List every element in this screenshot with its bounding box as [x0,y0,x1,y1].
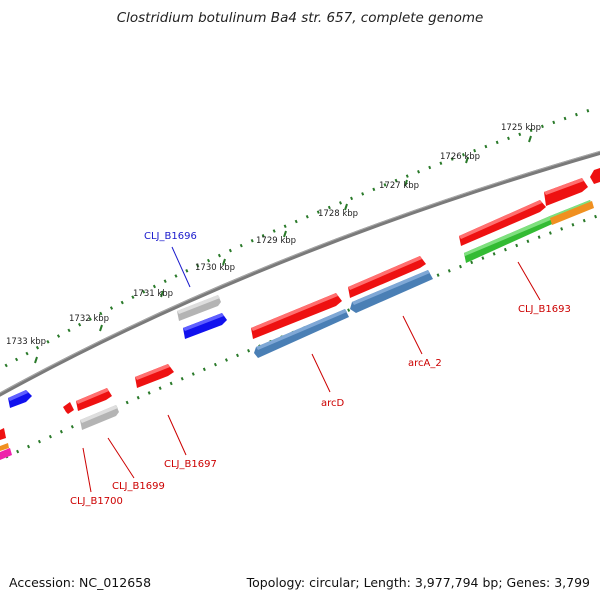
gene-label-CLJ_B1693[interactable]: CLJ_B1693 [518,304,571,315]
leader-arcA-2 [402,315,423,355]
genes-outer-strand [8,168,600,408]
gene-feature-blue-1[interactable] [183,313,227,339]
gene-label-CLJ_B1700[interactable]: CLJ_B1700 [70,496,123,507]
leader-CLJ_B1700 [82,447,92,493]
tick-label-1733: 1733 kbp [6,337,46,347]
gene-feature-arcA-2[interactable] [350,270,433,313]
tick-label-1731: 1731 kbp [133,289,173,299]
gene-feature-blue-1-top [183,313,224,331]
gene-label-arcA-2[interactable]: arcA_2 [408,358,442,369]
genes-inner-strand [0,200,594,460]
gene-label-CLJ_B1699[interactable]: CLJ_B1699 [112,481,165,492]
tick-label-1729: 1729 kbp [256,236,296,246]
leader-arcD [311,353,331,393]
gene-feature-red-4-top [251,293,338,331]
gene-feature-CLJ_B1699-red-top [76,388,109,404]
tick-label-1725: 1725 kbp [501,123,541,133]
gene-feature-left-red[interactable] [0,428,6,440]
gene-feature-blue-2[interactable] [8,390,32,408]
gene-feature-arcA-2-top [352,270,430,305]
gene-feature-CLJ_B1697-top [135,364,170,380]
map-title: Clostridium botulinum Ba4 str. 657, comp… [117,10,484,26]
label-leaders [82,246,541,493]
gene-feature-red-1-top [544,178,584,195]
gene-feature-arcD-top [256,309,347,350]
leader-CLJ_B1696 [171,246,191,288]
tick-label-1732: 1732 kbp [69,314,109,324]
gene-labels: CLJ_B1696 CLJ_B1693 arcA_2 arcD CLJ_B169… [70,231,571,507]
gene-label-CLJ_B1696[interactable]: CLJ_B1696 [144,231,197,242]
gene-feature-red-4[interactable] [251,293,342,339]
gene-feature-left-magenta[interactable] [0,448,12,460]
gene-feature-red-3[interactable] [348,256,426,298]
gene-feature-CLJ_B1697[interactable] [135,364,174,388]
topology-text: Topology: circular; Length: 3,977,794 bp… [246,575,590,590]
genome-backbone-highlight [0,150,600,394]
gene-feature-red-3-top [348,256,422,290]
gene-feature-CLJ_B1699-red[interactable] [76,388,112,411]
gene-feature-gray-1696-top [177,295,220,314]
leader-CLJ_B1697 [167,414,187,456]
gene-feature-CLJ_B1700[interactable] [63,402,74,414]
tick-label-1730: 1730 kbp [195,263,235,273]
leader-CLJ_B1693 [517,261,541,301]
gene-feature-left-orange[interactable] [0,443,9,451]
gene-feature-green-top [464,200,591,256]
gene-label-CLJ_B1697[interactable]: CLJ_B1697 [164,459,217,470]
gene-feature-red-2-top [459,200,542,239]
tick-label-1726: 1726 kbp [440,152,480,162]
gene-feature-red-edge[interactable] [590,168,600,184]
tick-label-1727: 1727 kbp [379,181,419,191]
leader-CLJ_B1699 [107,437,135,479]
tick-label-1728: 1728 kbp [318,209,358,219]
gene-label-arcD[interactable]: arcD [321,398,345,409]
gene-feature-red-2[interactable] [459,200,546,246]
major-ticks [34,135,532,364]
accession-text: Accession: NC_012658 [9,575,151,590]
genome-backbone [0,150,600,397]
tick-labels: 1725 kbp 1726 kbp 1727 kbp 1728 kbp 1729… [6,123,541,347]
gene-feature-red-1[interactable] [544,178,588,206]
gene-feature-blue-2-top [8,390,28,401]
gene-feature-CLJ_B1699-gray-top [80,405,118,423]
gene-feature-orange[interactable] [550,201,594,225]
